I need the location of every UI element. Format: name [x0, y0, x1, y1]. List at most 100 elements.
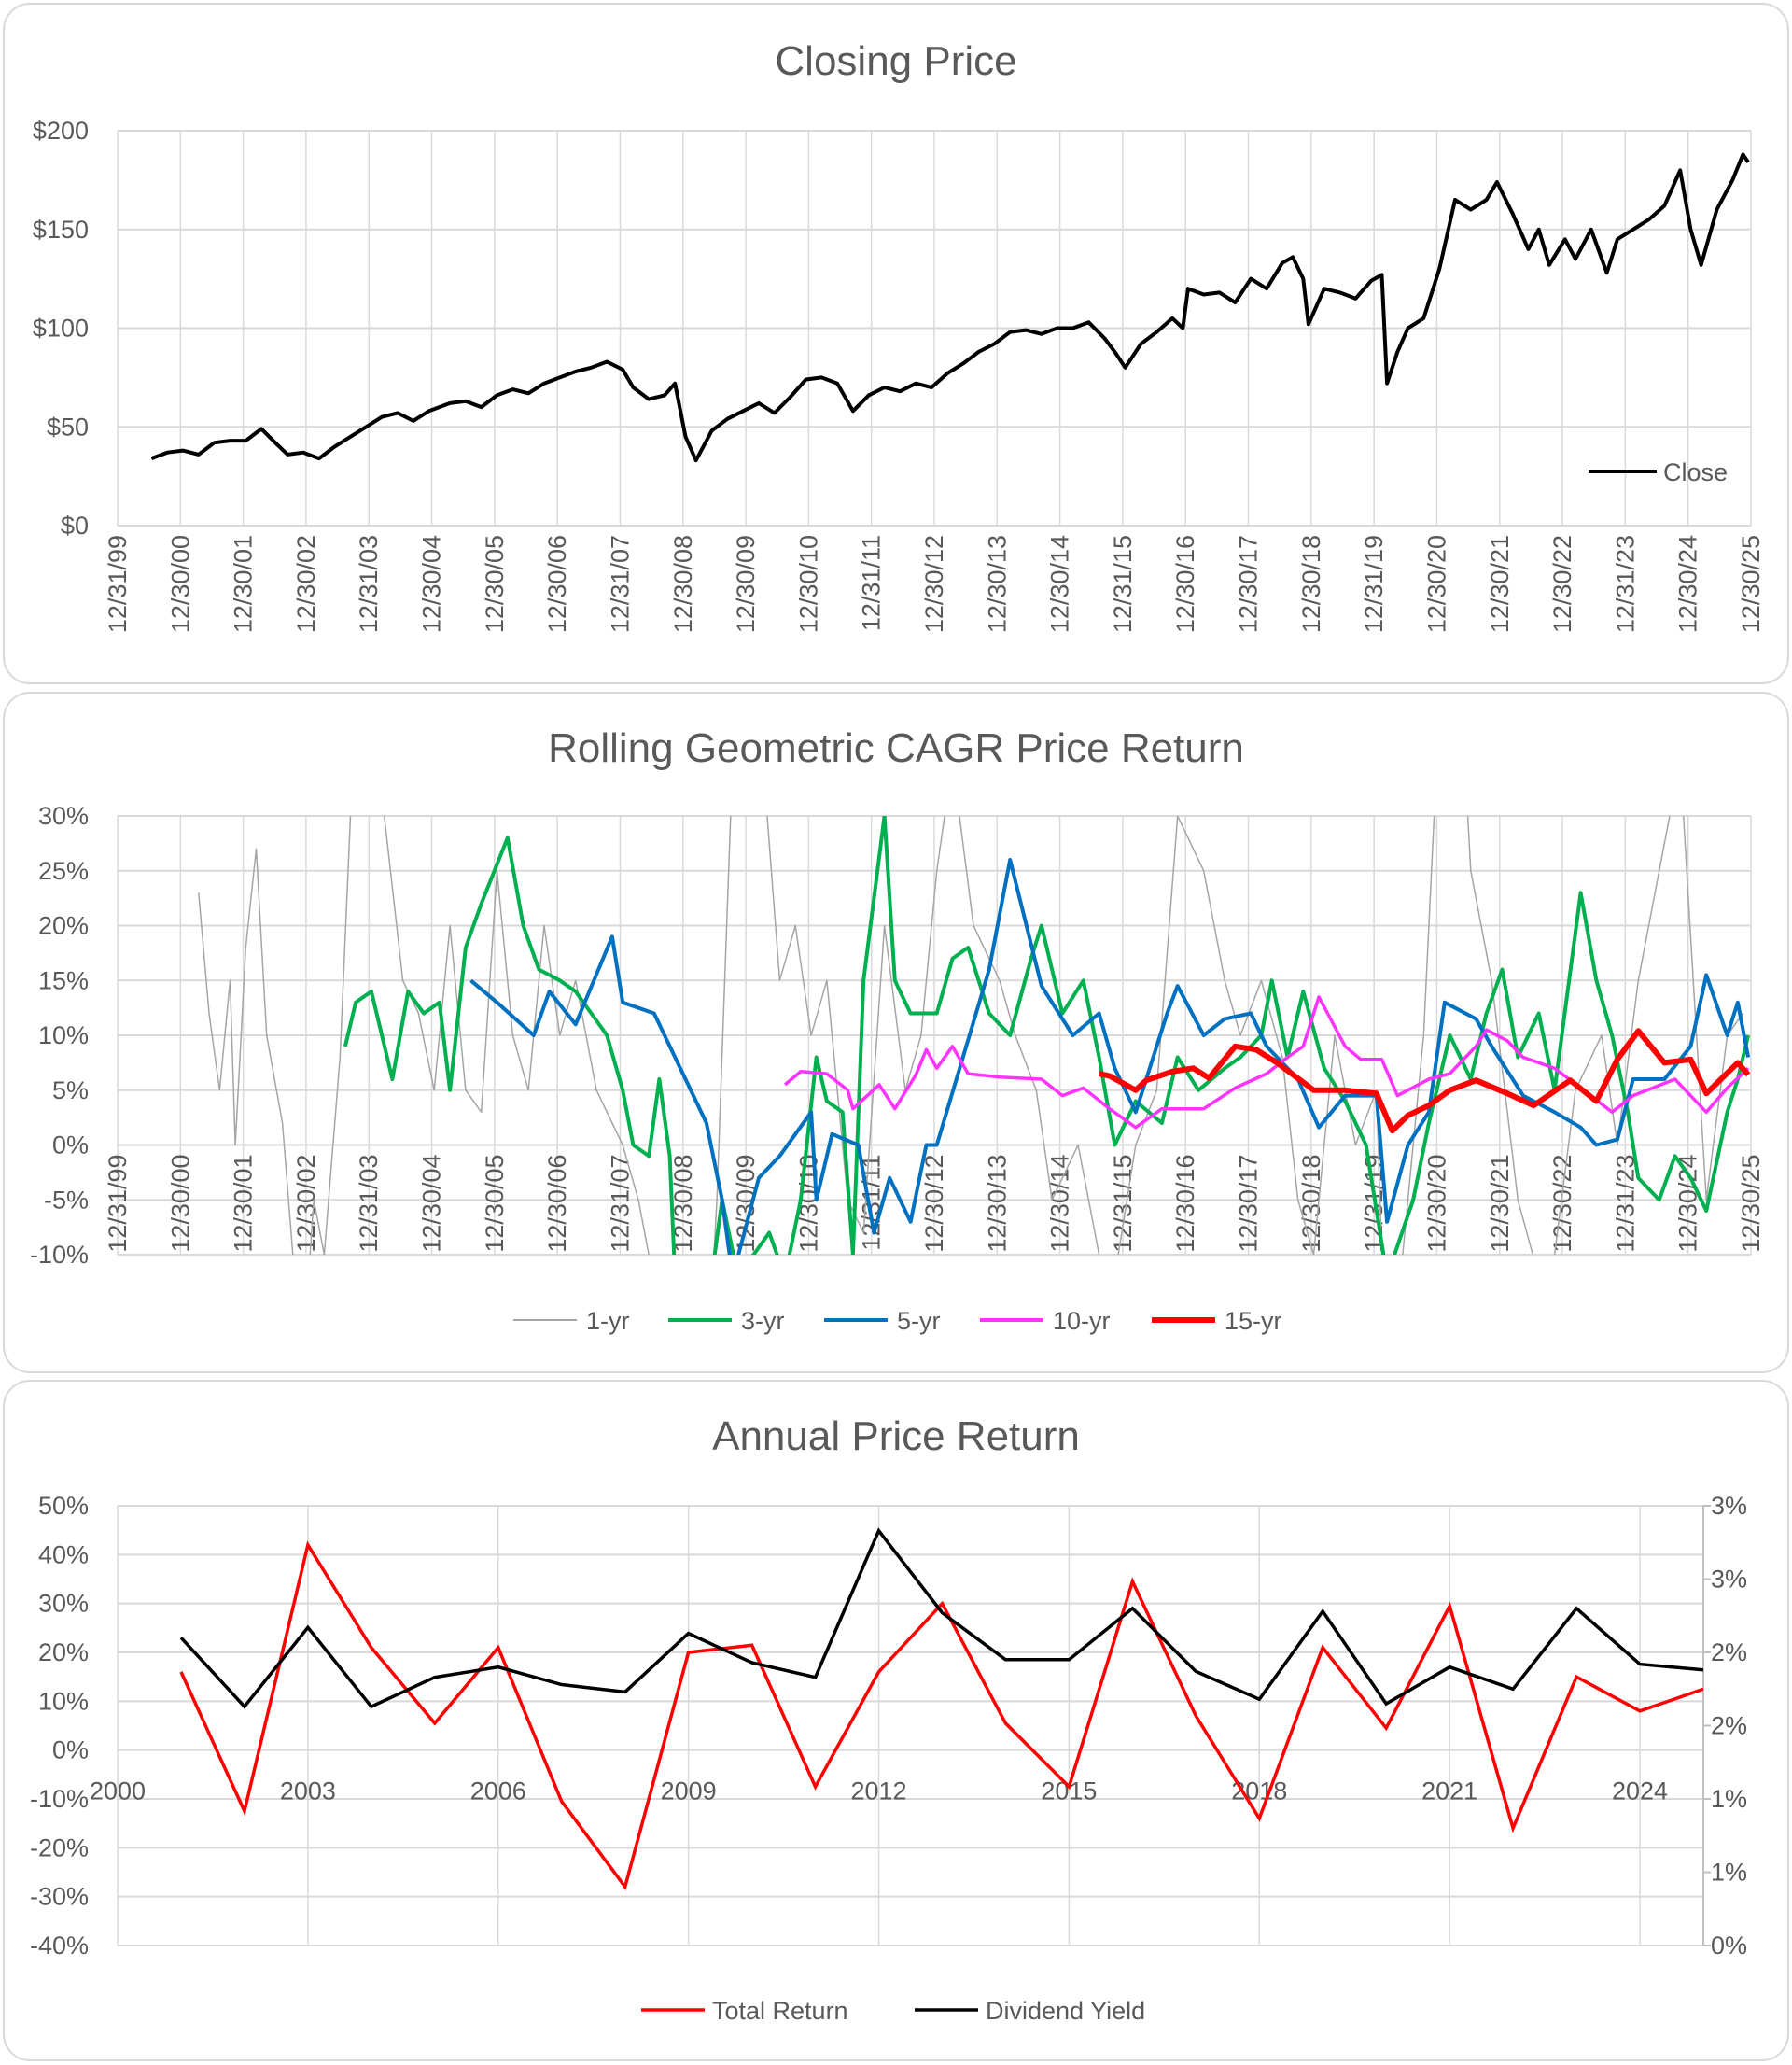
- x-tick-label: 12/30/09: [732, 1155, 760, 1253]
- legend-label-total-return: Total Return: [712, 1997, 848, 2025]
- x-tick-label: 12/30/22: [1548, 1155, 1576, 1253]
- x-tick-label: 12/30/18: [1297, 1155, 1325, 1253]
- x-tick-label: 12/30/02: [292, 1155, 320, 1253]
- y-tick-label: 15%: [38, 966, 89, 994]
- y-tick-label: 20%: [38, 1638, 89, 1666]
- y-tick-label: 0%: [52, 1131, 89, 1159]
- series-line-close: [150, 152, 1750, 463]
- closing-price-panel: Closing Price $200 $150 $100 $50 $0 12/31/99 1…: [3, 3, 1789, 684]
- y-tick-label: $150: [33, 216, 89, 244]
- x-tick-label: 12/30/25: [1737, 535, 1765, 633]
- series-line-10-yr: [783, 995, 1750, 1130]
- annual-return-plot: 50% 40% 30% 20% 10% 0% -10% -20% -30% -40% 3% 3% 2% 2…: [30, 1492, 1747, 1960]
- rolling-cagr-plot: 30% 25% 20% 15% 10% 5% 0% -5% -10% 12/31/99 12/30/…: [30, 802, 1765, 1269]
- x-tick-label: 2021: [1421, 1777, 1477, 1805]
- x-tick-label: 12/30/01: [230, 1155, 258, 1253]
- x-tick-label: 2012: [850, 1777, 906, 1805]
- y2-tick-label: 1%: [1711, 1859, 1747, 1887]
- x-tick-label: 12/31/23: [1611, 1155, 1639, 1253]
- series-group: [150, 152, 1750, 463]
- y2-tick-label: 3%: [1711, 1492, 1747, 1520]
- y-tick-label: 10%: [38, 1687, 89, 1715]
- x-tick-label: 12/30/05: [481, 1155, 509, 1253]
- x-tick-label: 12/30/04: [418, 535, 446, 633]
- x-tick-label: 12/30/08: [669, 535, 697, 633]
- x-tick-label: 12/31/11: [858, 535, 886, 631]
- x-tick-label: 12/30/06: [543, 535, 571, 633]
- y-tick-label: 50%: [38, 1492, 89, 1520]
- x-tick-label: 12/30/17: [1235, 1155, 1263, 1253]
- y-tick-label: -40%: [30, 1932, 89, 1960]
- x-tick-label: 12/30/25: [1737, 1155, 1765, 1253]
- x-tick-label: 12/31/99: [104, 535, 132, 633]
- x-tick-label: 2018: [1231, 1777, 1287, 1805]
- legend-label-3-yr: 3-yr: [741, 1307, 785, 1335]
- y2-tick-label: 1%: [1711, 1785, 1747, 1813]
- chart-title: Annual Price Return: [712, 1413, 1080, 1459]
- x-tick-label: 12/30/22: [1548, 535, 1576, 633]
- x-tick-label: 12/31/23: [1611, 535, 1639, 633]
- annual-return-panel: Annual Price Return 50% 40% 30% 20% 10% 0% -10…: [3, 1380, 1789, 2061]
- x-tick-label: 12/30/01: [230, 535, 258, 633]
- x-tick-label: 12/30/17: [1235, 535, 1263, 633]
- y-tick-label: -5%: [44, 1186, 89, 1214]
- panel-frame: [3, 1380, 1789, 2061]
- y-tick-label: 40%: [38, 1540, 89, 1568]
- x-tick-label: 12/30/24: [1674, 1155, 1702, 1253]
- x-tick-label: 12/30/20: [1422, 535, 1450, 633]
- legend: 1-yr 3-yr 5-yr 10-yr 15-yr: [513, 1307, 1282, 1335]
- legend-label-1-yr: 1-yr: [586, 1307, 630, 1335]
- x-tick-label: 12/30/10: [794, 535, 822, 633]
- x-tick-label: 12/30/24: [1674, 535, 1702, 633]
- panel-frame: [3, 3, 1789, 684]
- x-tick-label: 12/31/99: [104, 1155, 132, 1253]
- y-tick-label: 10%: [38, 1021, 89, 1049]
- x-tick-label: 2003: [280, 1777, 336, 1805]
- x-tick-label: 12/30/05: [481, 535, 509, 633]
- x-tick-label: 12/30/21: [1486, 1155, 1514, 1253]
- series-line-dividend-yield: [179, 1527, 1703, 1709]
- y-tick-label: $100: [33, 315, 89, 343]
- y-tick-label: $0: [61, 512, 89, 540]
- series-line-1-yr: [198, 816, 1744, 1255]
- legend-label-5-yr: 5-yr: [897, 1307, 941, 1335]
- legend-label-15-yr: 15-yr: [1225, 1307, 1282, 1335]
- x-tick-label: 12/30/06: [543, 1155, 571, 1253]
- x-tick-label: 12/30/16: [1171, 535, 1199, 633]
- y-tick-label: -30%: [30, 1883, 89, 1911]
- x-tick-label: 12/31/15: [1109, 535, 1137, 633]
- series-line-3-yr: [343, 816, 1751, 1255]
- chart-title: Rolling Geometric CAGR Price Return: [548, 725, 1244, 771]
- x-tick-label: 12/31/07: [606, 535, 634, 633]
- x-tick-label: 12/30/04: [418, 1155, 446, 1253]
- y-tick-label: 20%: [38, 912, 89, 940]
- y-tick-label: -10%: [30, 1241, 89, 1269]
- legend: Total Return Dividend Yield: [641, 1997, 1145, 2025]
- x-tick-label: 12/30/09: [732, 535, 760, 633]
- x-tick-label: 12/30/13: [983, 1155, 1011, 1253]
- legend: Close: [1589, 458, 1728, 486]
- x-tick-label: 12/30/16: [1171, 1155, 1199, 1253]
- x-tick-label: 12/31/03: [355, 535, 383, 633]
- x-tick-label: 12/30/13: [983, 535, 1011, 633]
- series-line-15-yr: [1098, 1028, 1751, 1134]
- x-tick-label: 2024: [1612, 1777, 1668, 1805]
- x-tick-label: 12/30/12: [920, 535, 948, 633]
- x-tick-label: 2000: [90, 1777, 146, 1805]
- y-tick-label: $200: [33, 117, 89, 145]
- x-tick-label: 12/31/03: [355, 1155, 383, 1253]
- y-tick-label: -20%: [30, 1833, 89, 1861]
- legend-label-close: Close: [1663, 458, 1728, 486]
- y-tick-label: 5%: [52, 1076, 89, 1104]
- y-tick-label: $50: [47, 413, 89, 441]
- legend-label-dividend-yield: Dividend Yield: [986, 1997, 1145, 2025]
- x-tick-label: 2006: [470, 1777, 526, 1805]
- x-tick-label: 12/30/14: [1046, 535, 1074, 633]
- x-tick-label: 12/30/12: [920, 1155, 948, 1253]
- x-tick-label: 12/30/18: [1297, 535, 1325, 633]
- x-tick-label: 12/30/20: [1422, 1155, 1450, 1253]
- legend-label-10-yr: 10-yr: [1053, 1307, 1111, 1335]
- y2-tick-label: 3%: [1711, 1566, 1747, 1594]
- x-tick-label: 12/30/00: [166, 1155, 194, 1253]
